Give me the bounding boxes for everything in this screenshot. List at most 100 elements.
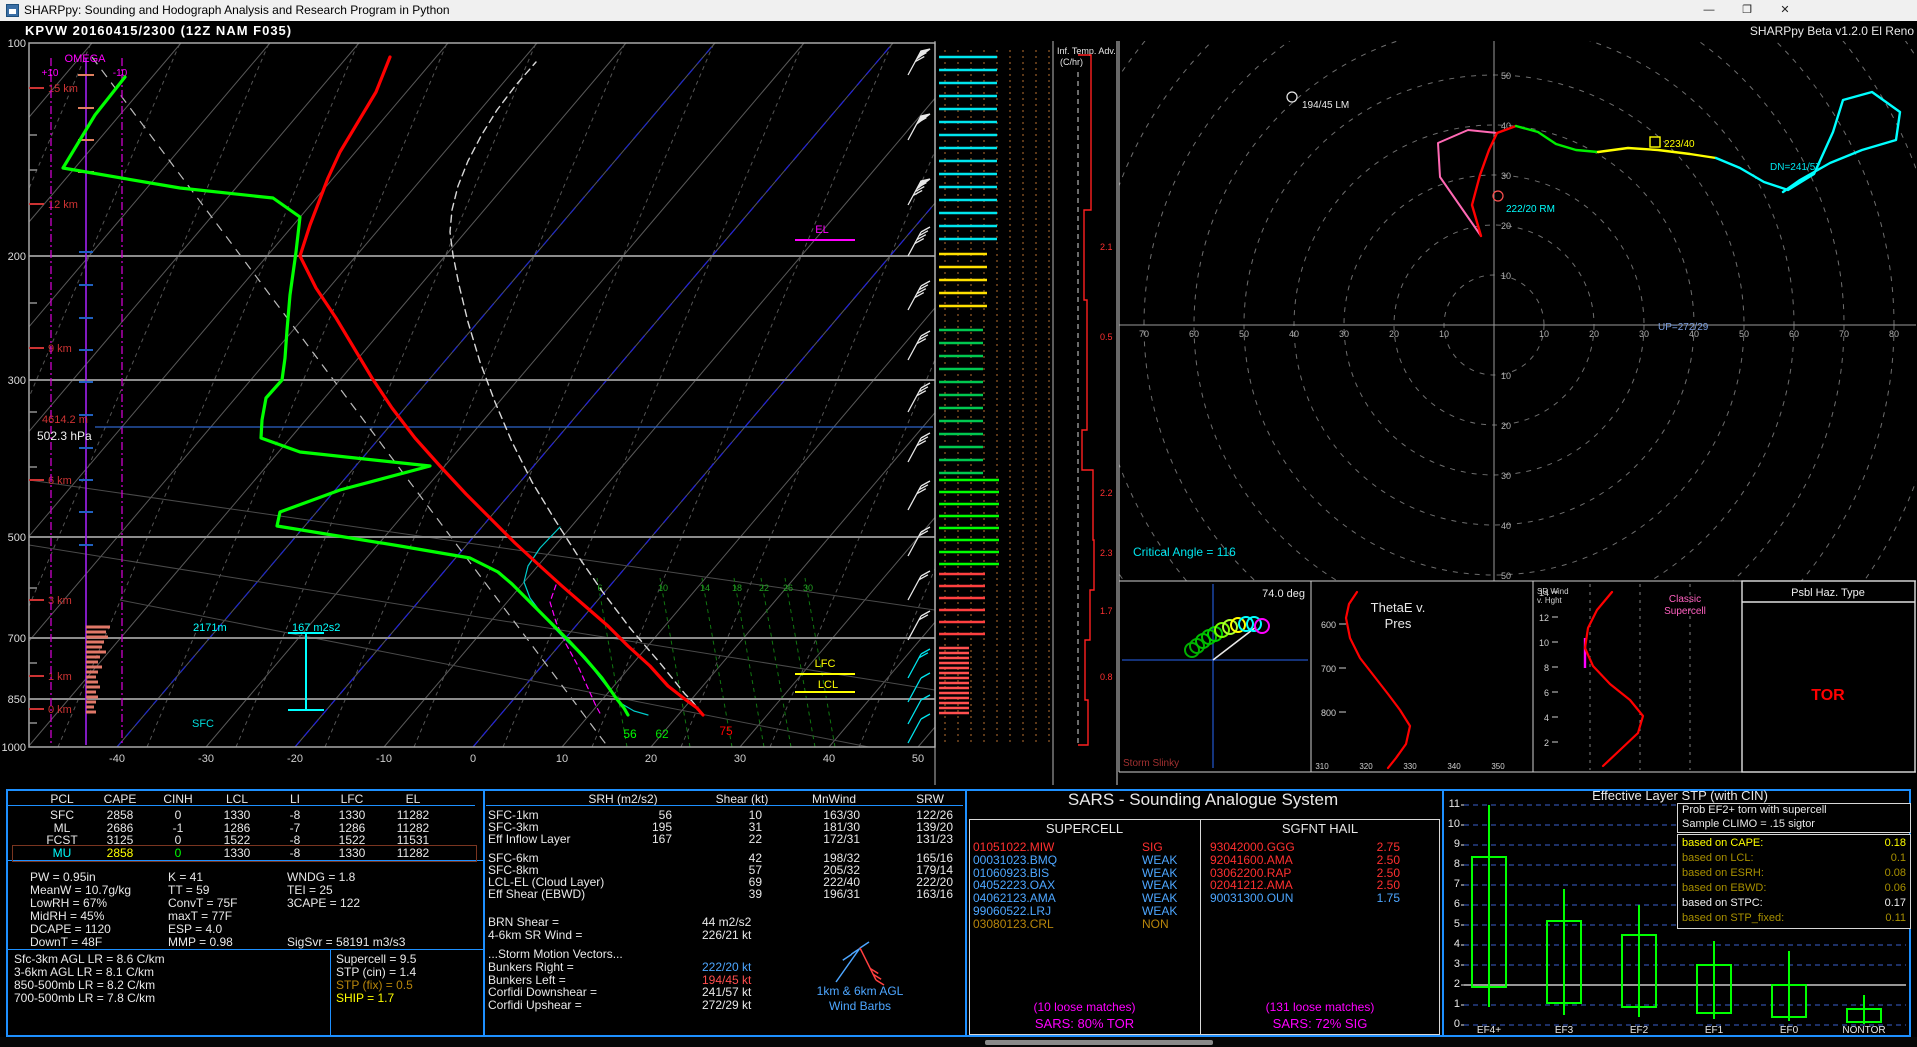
- parcel-cell: 11282: [396, 820, 430, 835]
- sars-supercell-category: WEAK: [1142, 865, 1178, 880]
- kin-cell: 165/16: [916, 851, 953, 865]
- maximize-button[interactable]: ❐: [1742, 4, 1752, 16]
- temp-label: -30: [198, 753, 214, 765]
- line: [918, 574, 929, 581]
- kin-cell: 131/23: [916, 832, 953, 846]
- ring-label: 60: [1789, 329, 1799, 339]
- stp-prob-line1: Prob EF2+ torn with supercell: [1682, 804, 1827, 816]
- sars-hail-id: 90031300.OUN: [1210, 891, 1294, 906]
- lapse-rate-value: 3-6km AGL LR = 8.1 C/km: [14, 965, 154, 979]
- advection-value: 1.7: [1100, 606, 1113, 616]
- kin-row-label: SFC-6km: [488, 851, 539, 865]
- mixing-ratio-label: 18: [732, 583, 742, 593]
- kin-cell: 179/14: [916, 863, 953, 877]
- line: [916, 390, 927, 397]
- parcel-header: EL: [405, 792, 421, 806]
- line: [907, 653, 922, 679]
- mixing-ratio-label: 22: [759, 583, 769, 593]
- kin-cell: 195: [651, 820, 672, 834]
- stp-prob-box: [1677, 803, 1911, 833]
- sars-hail-size: 2.75: [1376, 840, 1400, 854]
- isotherm: [739, 516, 935, 747]
- lapse-rate-value: 850-500mb LR = 8.2 C/km: [14, 978, 156, 992]
- slinky-caption: Storm Slinky: [1123, 758, 1179, 769]
- line: [917, 117, 927, 124]
- skewt-profiles: [61, 55, 705, 717]
- dry-adiabat: [680, 149, 935, 747]
- height-label: 9 km: [48, 343, 72, 355]
- stp-ytick: 1: [1453, 998, 1460, 1010]
- sars-supercell-category: NON: [1142, 916, 1169, 931]
- sars-hail-id: 93042000.GGG: [1210, 840, 1295, 854]
- dry-adiabat: [769, 358, 935, 747]
- line: [920, 382, 931, 389]
- height-label: 12 km: [48, 199, 78, 211]
- omega-minus-label: -10: [113, 68, 128, 79]
- parcel-cell: 11282: [396, 808, 430, 822]
- hodo-6-9km: [1596, 146, 1718, 160]
- minimize-button[interactable]: —: [1703, 4, 1715, 16]
- parcel-header-underline: [8, 805, 475, 806]
- parcel-cell: 2858: [106, 845, 134, 860]
- line: [907, 615, 922, 641]
- temp-label: 10: [556, 753, 568, 765]
- line: [850, 947, 861, 955]
- parcel-header: LFC: [340, 792, 364, 806]
- mixing-ratio-label: 10: [658, 583, 668, 593]
- line: [918, 530, 929, 537]
- isotherm: [29, 43, 360, 433]
- advection-title: Inf. Temp. Adv.: [1057, 46, 1116, 56]
- hodo-3-6km: [1514, 124, 1600, 154]
- vector-label: Corfidi Downshear =: [488, 985, 598, 999]
- sars-supercell-id: 04062123.AMA: [973, 891, 1056, 906]
- dry-adiabat: [235, 43, 537, 747]
- stp-box: [1771, 984, 1807, 1018]
- line: [907, 231, 922, 257]
- parcel-cell: 1330: [223, 808, 251, 822]
- hazard-title: Psbl Haz. Type: [1791, 587, 1865, 599]
- lapse-rate-value: 700-500mb LR = 7.8 C/km: [14, 991, 156, 1005]
- app-icon: [6, 4, 19, 17]
- isotherm: [29, 43, 271, 328]
- inflow-srh-label: 167 m2s2: [292, 622, 340, 634]
- sars-hail-size: 2.50: [1376, 878, 1400, 893]
- dry-adiabat: [146, 43, 448, 747]
- parcel-row-name: MU: [52, 845, 72, 860]
- parcel-header: LCL: [225, 792, 248, 806]
- line: [918, 436, 929, 443]
- kin-cell: 22: [748, 832, 762, 846]
- line: [914, 291, 925, 299]
- ring-label: 20: [1501, 421, 1511, 431]
- parcel-row-name: SFC: [50, 808, 74, 822]
- dry-adiabat: [591, 43, 893, 747]
- kin-cell: 181/30: [823, 820, 860, 834]
- parcel-header: CAPE: [103, 792, 137, 806]
- barb-caption: 1km & 6km AGL: [816, 984, 904, 998]
- line: [918, 284, 929, 291]
- advection-value: 2.3: [1100, 548, 1113, 558]
- sars-supercell-id: 01051022.MIW: [973, 840, 1055, 854]
- mixing-ratio-label: 14: [700, 583, 710, 593]
- cursor-pressure: 502.3 hPa: [37, 429, 92, 443]
- line: [916, 234, 927, 241]
- slinky-vector: [1212, 626, 1257, 661]
- stp-based-value: 0.17: [1884, 897, 1906, 909]
- srw46-value: 226/21 kt: [702, 928, 752, 942]
- taskbar-item[interactable]: [985, 1040, 1213, 1045]
- omega-plus-label: +10: [42, 68, 59, 79]
- dewpoint-profile: [61, 75, 630, 717]
- line: [918, 386, 929, 393]
- kin-cell: 57: [748, 863, 762, 877]
- isotherm: [29, 43, 182, 223]
- divider: [483, 789, 485, 1037]
- divider: [8, 949, 483, 950]
- parcel-header: PCL: [50, 792, 74, 806]
- pressure-label: 100: [8, 38, 26, 50]
- vector-label: Bunkers Right =: [488, 960, 574, 974]
- stat-value: MeanW = 10.7g/kg: [30, 883, 132, 897]
- isotherm: [561, 307, 935, 747]
- slinky-circle: [1222, 619, 1238, 635]
- close-button[interactable]: ✕: [1780, 4, 1790, 16]
- line: [916, 488, 927, 495]
